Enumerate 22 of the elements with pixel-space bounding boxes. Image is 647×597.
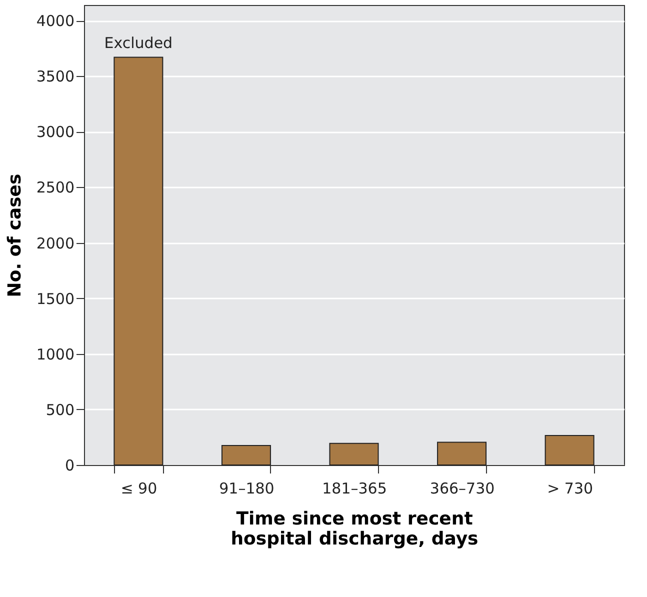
bar	[437, 442, 487, 466]
x-tick-label: 181–365	[322, 480, 387, 498]
bar	[221, 445, 271, 466]
y-tick-label: 500	[46, 400, 74, 419]
y-tick-label: 4000	[36, 12, 74, 30]
y-axis-title: No. of cases	[4, 174, 26, 298]
y-tick-label: 3000	[36, 123, 74, 142]
y-tick-label: 2500	[36, 178, 74, 197]
bar	[544, 435, 594, 466]
y-tick-label: 1500	[36, 290, 74, 308]
y-tick-label: 3500	[36, 68, 74, 86]
annotation: Excluded	[104, 34, 173, 52]
bar	[114, 56, 164, 466]
x-axis-title: Time since most recent hospital discharge, days	[230, 508, 478, 550]
y-tick-label: 0	[64, 456, 74, 474]
x-tick-label: > 730	[547, 480, 594, 498]
y-tick-label: 2000	[36, 234, 74, 252]
bar	[329, 442, 379, 466]
y-tick-label: 1000	[36, 345, 74, 364]
x-tick-label: 91–180	[219, 480, 274, 498]
x-tick-label: 366–730	[430, 480, 495, 498]
x-tick-label: ≤ 90	[120, 480, 158, 498]
